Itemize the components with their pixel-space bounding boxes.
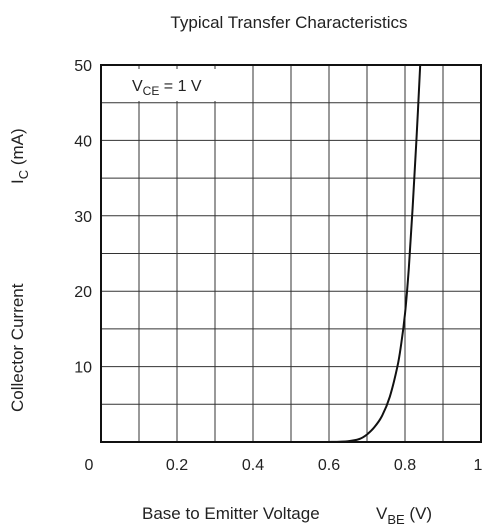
x-tick-label-5: 1 xyxy=(474,457,483,474)
y-tick-label-2: 30 xyxy=(74,209,92,226)
y-axis-label: Collector Current IC (mA) xyxy=(8,128,31,412)
x-tick-label-2: 0.4 xyxy=(242,457,264,474)
x-tick-label-1: 0.2 xyxy=(166,457,188,474)
annotation-label: VCE = 1 V xyxy=(132,78,202,98)
annotation-symbol: V xyxy=(132,78,143,95)
x-axis-symbol: V xyxy=(376,504,388,523)
annotation-value: = 1 V xyxy=(159,78,202,95)
y-tick-label-3: 40 xyxy=(74,133,92,150)
y-axis-symbol: I xyxy=(8,179,27,184)
y-tick-label-1: 20 xyxy=(74,284,92,301)
x-axis-subscript: BE xyxy=(387,512,405,526)
chart-title: Typical Transfer Characteristics xyxy=(170,13,407,32)
y-axis-unit: (mA) xyxy=(8,128,27,170)
plot-frame xyxy=(100,64,482,443)
x-axis-label-main: Base to Emitter Voltage xyxy=(142,504,320,523)
grid xyxy=(101,65,481,442)
annotation-box xyxy=(118,69,232,101)
y-axis-label-main: Collector Current xyxy=(8,283,27,412)
y-tick-label-4: 50 xyxy=(74,58,92,75)
annotation-subscript: CE xyxy=(143,84,160,98)
x-axis-label: Base to Emitter Voltage VBE (V) xyxy=(142,504,432,526)
x-tick-label-0: 0 xyxy=(85,457,94,474)
x-axis-unit: (V) xyxy=(405,504,432,523)
y-tick-labels: 10 20 30 40 50 xyxy=(74,58,92,377)
series-curve xyxy=(328,64,422,443)
x-tick-label-3: 0.6 xyxy=(318,457,340,474)
x-tick-label-4: 0.8 xyxy=(394,457,416,474)
x-tick-labels: 0 0.2 0.4 0.6 0.8 1 xyxy=(85,457,483,474)
y-axis-subscript: C xyxy=(16,170,31,179)
y-tick-label-0: 10 xyxy=(74,360,92,377)
